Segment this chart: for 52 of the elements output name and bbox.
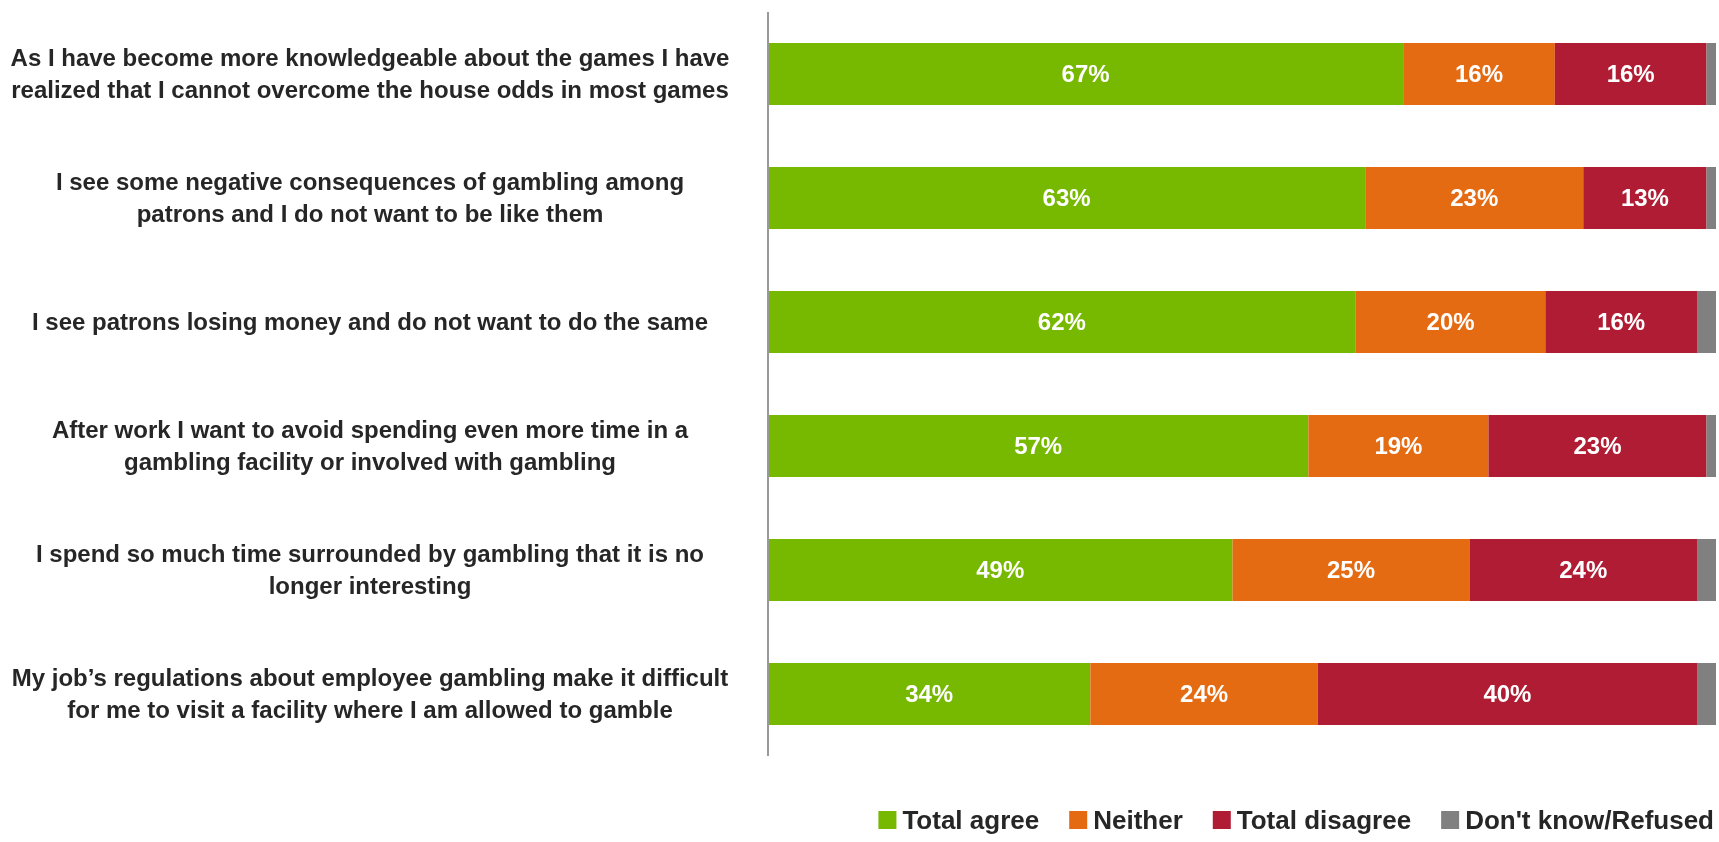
legend-label: Neither (1093, 805, 1183, 836)
bar (1697, 291, 1716, 353)
bar (1317, 663, 1698, 725)
data-label: 67% (1061, 60, 1110, 88)
legend-label: Total disagree (1236, 805, 1412, 836)
bar (768, 539, 1233, 601)
data-label: 49% (976, 556, 1025, 584)
bar (1090, 663, 1318, 725)
data-label: 34% (905, 680, 954, 708)
data-label: 16% (1606, 60, 1655, 88)
bar (1706, 43, 1716, 105)
data-label: 24% (1180, 680, 1229, 708)
bar (1355, 291, 1546, 353)
data-label: 62% (1037, 308, 1086, 336)
y-tick-label: I see some negative consequences of gambling among patrons and I do not want to be like them (55, 168, 685, 228)
data-label: 16% (1597, 308, 1646, 336)
legend-label: Total agree (902, 805, 1040, 836)
data-label: 23% (1450, 184, 1499, 212)
bar (768, 167, 1366, 229)
bar (1469, 539, 1698, 601)
bar (1697, 539, 1716, 601)
bar (768, 43, 1404, 105)
y-tick-label: As I have become more knowledgeable about the games I have realized that I cannot overcome the house odds in most games (10, 44, 730, 104)
bar (1232, 539, 1470, 601)
bar (1545, 291, 1698, 353)
data-label: 20% (1426, 308, 1475, 336)
data-label: 19% (1374, 432, 1423, 460)
bar (1554, 43, 1707, 105)
data-label: 63% (1042, 184, 1091, 212)
y-tick-label: After work I want to avoid spending even more time in a gambling facility or involved with gambling (51, 416, 689, 476)
y-tick-label: I spend so much time surrounded by gambling that it is no longer interesting (35, 540, 705, 600)
bar (768, 415, 1309, 477)
y-tick-label: I see patrons losing money and do not want to do the same (31, 308, 709, 336)
data-label: 40% (1483, 680, 1532, 708)
data-label: 13% (1620, 184, 1669, 212)
bar (1308, 415, 1489, 477)
bar (1697, 663, 1716, 725)
bar (768, 663, 1091, 725)
data-label: 23% (1573, 432, 1622, 460)
y-tick-label: My job’s regulations about employee gambling make it difficult for me to visit a facility where I am allowed to gamble (11, 664, 729, 724)
bar (1403, 43, 1555, 105)
data-label: 25% (1327, 556, 1376, 584)
bar (1488, 415, 1707, 477)
bar (1365, 167, 1584, 229)
data-label: 57% (1014, 432, 1063, 460)
legend-label: Don't know/Refused (1465, 805, 1714, 836)
bar (1706, 167, 1716, 229)
data-label: 16% (1454, 60, 1504, 88)
bar (768, 291, 1356, 353)
bar (1583, 167, 1707, 229)
data-label: 24% (1559, 556, 1608, 584)
bar (1706, 415, 1716, 477)
